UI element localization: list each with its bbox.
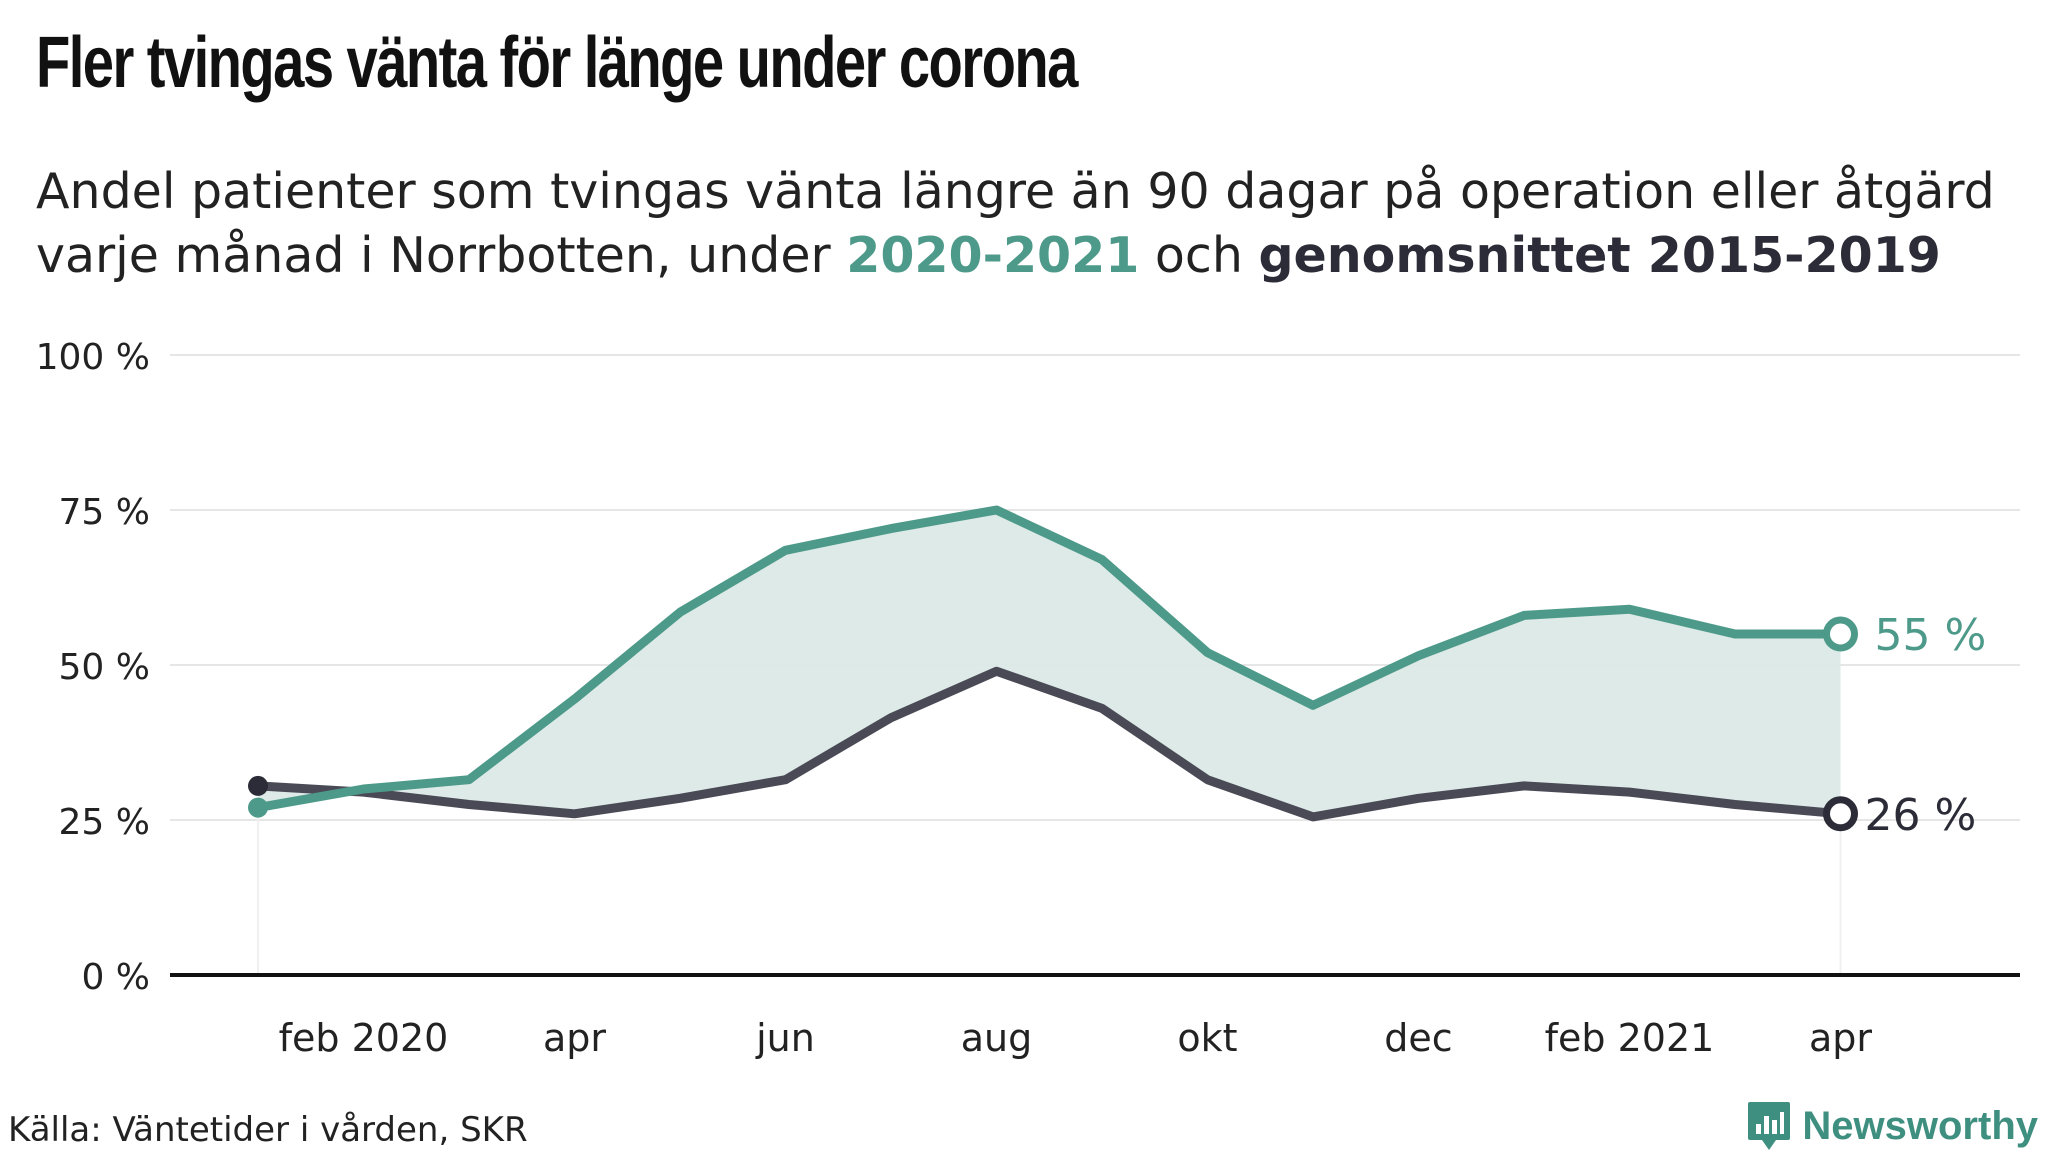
x-tick-label: feb 2021 — [1545, 1016, 1715, 1060]
difference-area — [258, 510, 1841, 817]
end-label-average: 26 % — [1865, 790, 1977, 841]
x-tick-label: dec — [1384, 1016, 1452, 1060]
subtitle-highlight-average: genomsnittet 2015-2019 — [1258, 227, 1941, 284]
x-tick-label: aug — [961, 1016, 1033, 1060]
end-marker-2020-2021 — [1823, 616, 1858, 652]
x-tick-label: feb 2020 — [279, 1016, 449, 1060]
y-tick-label: 100 % — [36, 337, 150, 378]
x-tick-label: okt — [1177, 1016, 1237, 1060]
subtitle-line1: Andel patienter som tvingas vänta längre… — [36, 163, 1995, 220]
subtitle-highlight-2020-2021: 2020-2021 — [846, 227, 1140, 284]
x-tick-label: jun — [755, 1016, 815, 1060]
x-tick-label: apr — [1809, 1016, 1872, 1060]
x-axis-labels: feb 2020 apr jun aug okt dec feb 2021 apr — [279, 1016, 1873, 1060]
y-axis-labels: 0 % 25 % 50 % 75 % 100 % — [36, 337, 150, 998]
x-tick-label: apr — [543, 1016, 606, 1060]
series-line-2020-2021 — [253, 505, 1845, 813]
brand-logo: Newsworthy — [1746, 1100, 2038, 1152]
subtitle-line2-prefix: varje månad i Norrbotten, under — [36, 227, 847, 284]
subtitle-line2-mid: och — [1139, 227, 1259, 284]
y-tick-label: 75 % — [59, 492, 150, 533]
y-tick-label: 0 % — [81, 957, 150, 998]
source-note: Källa: Väntetider i vården, SKR — [8, 1110, 528, 1150]
line-chart: 0 % 25 % 50 % 75 % 100 % feb 2020 apr jun aug ok… — [36, 337, 2020, 1060]
series-markers: 55 % 26 % — [248, 610, 1986, 841]
y-tick-label: 50 % — [59, 647, 150, 688]
chart-title: Fler tvingas vänta för länge under coron… — [36, 23, 1078, 103]
series-line-average — [253, 666, 1845, 822]
end-label-2020-2021: 55 % — [1875, 610, 1987, 661]
newsworthy-logo-icon — [1748, 1102, 1791, 1150]
start-marker-2020-2021 — [248, 797, 268, 818]
chart-subtitle: Andel patienter som tvingas vänta längre… — [36, 160, 1995, 288]
brand-name: Newsworthy — [1802, 1103, 2038, 1148]
end-marker-average — [1823, 796, 1858, 832]
y-tick-label: 25 % — [59, 802, 150, 843]
start-marker-average — [248, 775, 268, 796]
